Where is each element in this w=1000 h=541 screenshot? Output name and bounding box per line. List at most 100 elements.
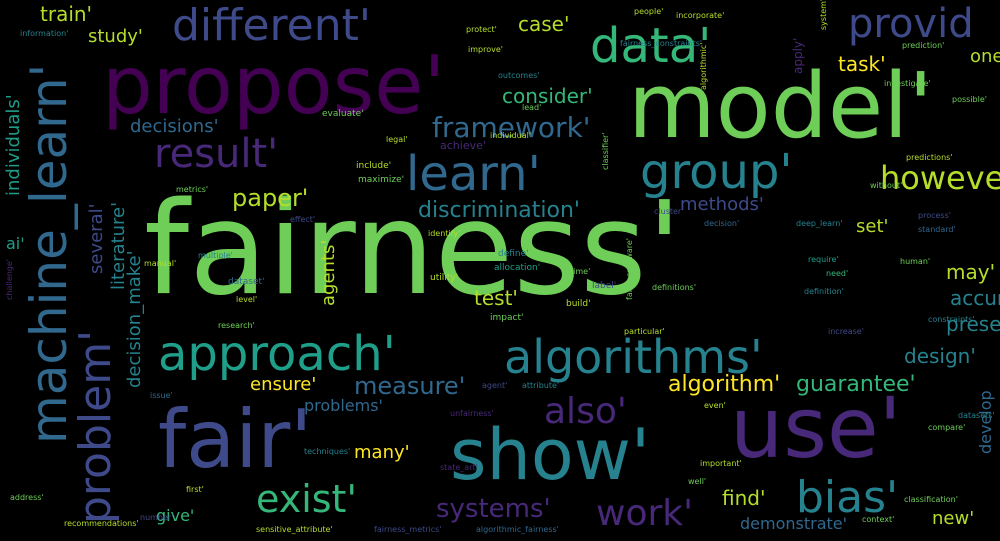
word: measure' [354, 372, 466, 400]
word: legal' [386, 135, 408, 144]
word: methods' [680, 194, 764, 215]
word: definition' [804, 287, 844, 296]
word: group' [640, 144, 793, 200]
word: lead' [522, 103, 542, 112]
word: particular' [624, 327, 665, 336]
word: increase' [828, 327, 864, 336]
word: constraints' [928, 315, 975, 324]
word: work' [596, 493, 694, 534]
word: challenge' [5, 258, 14, 300]
word: information' [20, 29, 69, 38]
word: design' [904, 344, 976, 368]
word: individuals' [3, 94, 24, 196]
word: techniques' [304, 447, 351, 456]
word: multiple' [198, 251, 233, 260]
word: require' [808, 255, 839, 264]
word: decision' [704, 219, 740, 228]
word: fairness_constraints' [620, 39, 703, 48]
word: time' [570, 267, 591, 276]
word: allocation' [494, 263, 541, 273]
word: number' [140, 513, 174, 522]
word: train' [40, 2, 93, 26]
word: decisions' [130, 116, 219, 137]
word: important' [700, 459, 742, 468]
word: include' [356, 161, 392, 171]
word: one [970, 46, 1000, 67]
word: provid [848, 1, 974, 47]
word: context' [862, 515, 895, 524]
word: ensure' [250, 374, 317, 395]
word: find' [722, 486, 766, 510]
word: issue' [150, 391, 173, 400]
word: task' [838, 52, 886, 76]
word: systems' [436, 494, 551, 524]
word: metrics' [176, 185, 209, 194]
word: result' [154, 131, 279, 177]
word: system' [819, 0, 828, 30]
word: first' [186, 485, 204, 494]
word: decision_make' [124, 250, 145, 388]
word: machine_learn' [20, 63, 78, 444]
word: different' [172, 0, 371, 51]
word: address' [10, 493, 44, 502]
word: impact' [490, 313, 524, 323]
word: process' [918, 211, 951, 220]
word: use' [730, 379, 902, 477]
word: well' [688, 477, 707, 486]
word: without' [870, 181, 903, 190]
word: study' [88, 26, 143, 47]
word: classifier' [601, 132, 610, 170]
word: agent' [482, 381, 508, 390]
word: outcomes' [498, 71, 540, 80]
word: sensitive_attribute' [256, 525, 333, 534]
word: test' [474, 286, 518, 310]
word: need' [826, 269, 849, 278]
word: algorithms' [504, 330, 763, 384]
word: fair' [158, 393, 313, 486]
word: predictions' [906, 153, 953, 162]
word: individual' [490, 131, 532, 140]
word: classification' [904, 495, 958, 504]
word: improve' [468, 45, 503, 54]
word: model' [628, 54, 933, 159]
word: fairness' [144, 175, 682, 324]
word: manual' [144, 259, 177, 268]
word: maximize' [358, 175, 405, 185]
word: datasets' [958, 411, 995, 420]
word: evaluate' [322, 109, 364, 119]
word: accura [950, 286, 1000, 310]
word: fairness_metrics' [374, 525, 442, 534]
word: learn' [406, 146, 541, 202]
word: fairness_aware' [625, 238, 634, 300]
word: recommendations' [64, 519, 139, 528]
word: approach' [158, 326, 396, 382]
word: case' [518, 12, 570, 36]
word: compare' [928, 423, 966, 432]
word: algorithm' [668, 372, 781, 397]
word: algorithmic' [699, 42, 708, 90]
word: incorporate' [676, 11, 725, 20]
word: set' [856, 216, 889, 237]
word: also' [544, 391, 627, 432]
word: attribute' [522, 381, 560, 390]
word: investigate' [884, 79, 931, 88]
word: exist' [256, 477, 357, 521]
word: several' [86, 203, 107, 274]
word: research' [218, 321, 255, 330]
word: dataset' [228, 277, 265, 287]
word: utility' [430, 273, 459, 283]
word: prediction' [902, 41, 945, 50]
word: deep_learn' [796, 219, 843, 228]
word: ai' [6, 234, 25, 253]
word: cluster' [654, 207, 684, 216]
word: define' [498, 249, 529, 259]
word: protect' [466, 25, 497, 34]
word: state_art' [440, 463, 478, 472]
word: new' [932, 508, 975, 529]
word: identify' [428, 229, 461, 238]
word: algorithmic_fairness' [476, 525, 559, 534]
word: guarantee' [796, 372, 916, 397]
word: problem' [70, 329, 121, 524]
word: consider' [502, 84, 593, 108]
